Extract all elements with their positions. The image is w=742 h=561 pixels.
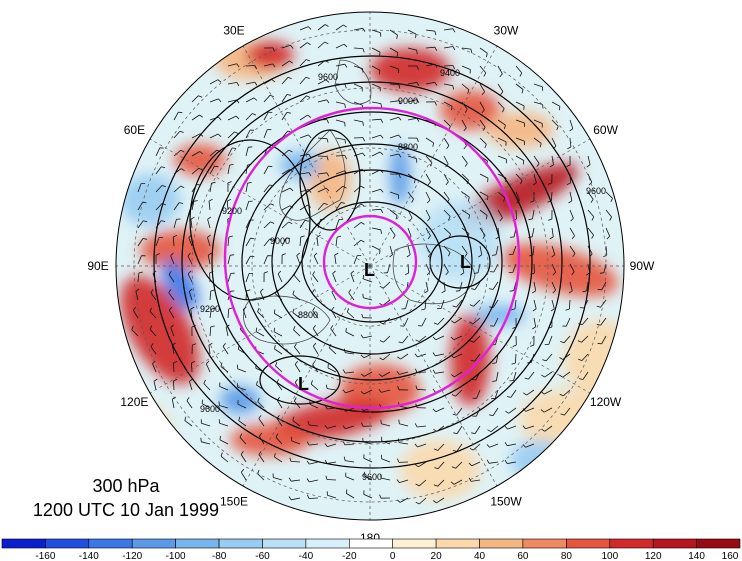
coastlines [243,59,476,345]
low-marker: L [364,260,375,280]
longitude-label: 60W [593,123,618,137]
longitude-label: 90W [630,259,655,273]
colorbar-swatch [305,538,350,549]
longitude-label: 120E [120,395,148,409]
colorbar-swatch [652,538,697,549]
colorbar-swatch [348,538,393,549]
contour-label: 9600 [586,186,606,196]
low-marker: L [460,252,471,272]
colorbar-tick-label: -140 [79,551,99,561]
longitude-label: 180 [360,531,380,540]
colorbar-swatch [609,538,654,549]
colorbar-swatch [522,538,567,549]
colorbar-swatch [218,538,263,549]
colorbar-tick-label: -60 [255,551,270,561]
contour-labels: 9000 9600 8800 9200 9400 9600 9000 9600 … [200,68,606,482]
colorbar-tick-label: -120 [122,551,142,561]
colorbar-swatch [131,538,176,549]
contour-label: 9400 [440,68,460,78]
pressure-level-title: 300 hPa [92,476,160,496]
contour-label: 9200 [200,304,220,314]
longitude-label: 60E [124,123,145,137]
longitude-label: 30W [494,23,519,37]
magenta-outer-circle [223,106,521,410]
colorbar-swatch [45,538,90,549]
colorbar-tick-label: -20 [342,551,357,561]
colorbar-swatch [175,538,220,549]
colorbar-tick-label: -100 [166,551,186,561]
valid-time-title: 1200 UTC 10 Jan 1999 [32,500,220,520]
longitude-label: 120W [590,395,622,409]
longitude-label: 90E [87,259,108,273]
contour-label: 8800 [398,142,418,152]
wind-barbs [131,24,613,505]
colorbar-tick-label: 40 [474,551,486,561]
colorbar-tick-label: -40 [299,551,314,561]
contour-label: 9000 [270,236,290,246]
colorbar-swatch [479,538,524,549]
longitude-label: 150E [220,495,248,509]
colorbar-swatch [262,538,307,549]
longitude-label: 30E [223,23,244,37]
colorbar-swatch [1,538,46,549]
colorbar-swatch [435,538,480,549]
low-marker: L [298,374,309,394]
lat-lon-grid [116,12,624,520]
longitude-label: 0 [367,0,374,1]
colorbar-tick-label: 100 [601,551,618,561]
colorbar-tick-label: 160 [722,551,739,561]
map-boundary [115,11,625,521]
magenta-inner-circle [322,214,418,310]
longitude-label: 150W [490,495,522,509]
contour-label: 9600 [362,472,382,482]
colorbar-swatch [696,538,741,549]
colorbar-swatch [88,538,133,549]
colorbar: -160 -140 -120 -100 -80 -60 -40 -20 0 20 40 60 80 100… [1,538,741,561]
contour-label: 9600 [318,72,338,82]
colorbar-tick-label: 140 [688,551,705,561]
colorbar-tick-label: 60 [517,551,529,561]
polar-stereographic-map: L L L 9000 9600 8800 9200 9400 9600 9000… [87,0,655,540]
colorbar-tick-label: 20 [431,551,443,561]
colorbar-swatch [392,538,437,549]
colorbar-tick-label: -80 [212,551,227,561]
colorbar-swatch [566,538,611,549]
contour-label: 9600 [200,404,220,414]
contour-label: 9200 [222,206,242,216]
colorbar-tick-label: -160 [35,551,55,561]
contour-label: 9000 [398,96,418,106]
longitude-labels: 0 30W 60W 90W 120W 150W 180 150E 120E 90E 60E 30E [87,0,655,540]
low-pressure-markers: L L L [298,252,471,394]
height-contours [153,55,591,469]
colorbar-tick-label: 120 [645,551,662,561]
colorbar-tick-label: 0 [390,551,396,561]
contour-label: 8800 [298,310,318,320]
colorbar-tick-label: 80 [561,551,573,561]
